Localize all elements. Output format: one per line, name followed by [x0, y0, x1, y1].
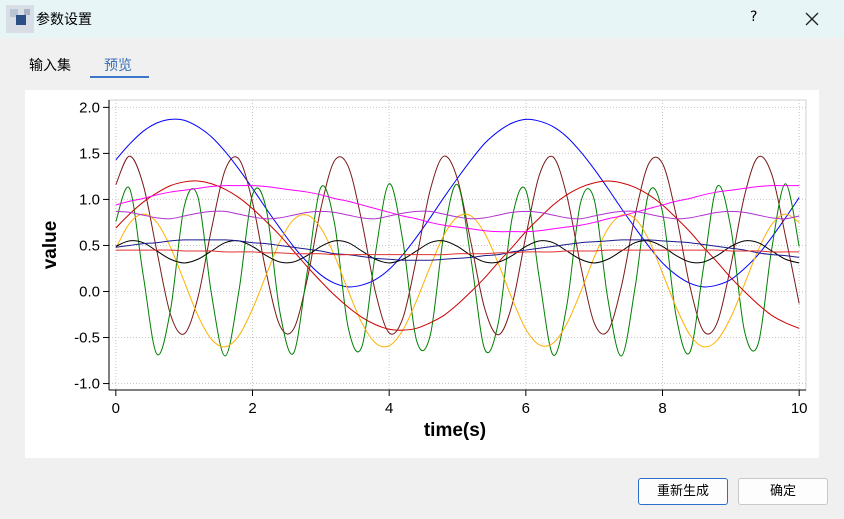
chart: 0 2 4 6 8 10 -1.0 -0.5 0.0 0.5 1.0 1.5 2.0 time(s) v… — [40, 99, 808, 441]
y-axis-label: value — [40, 221, 61, 270]
app-icon — [6, 5, 34, 33]
y-tick-label: 1.5 — [79, 145, 100, 162]
regenerate-button[interactable]: 重新生成 — [638, 478, 728, 505]
series-line — [115, 180, 800, 331]
series-line — [115, 240, 800, 264]
series-line — [115, 213, 800, 348]
y-tick-label: 2.0 — [79, 99, 100, 116]
x-tick-label: 6 — [522, 400, 530, 417]
series-line — [115, 118, 800, 288]
help-button[interactable]: ? — [750, 9, 758, 25]
x-tick-label: 4 — [385, 400, 393, 417]
close-button[interactable] — [804, 11, 820, 27]
series-line — [115, 239, 800, 261]
tab-active[interactable]: 预览 — [104, 58, 132, 74]
tab-indicator — [90, 76, 149, 78]
y-tick-label: -1.0 — [74, 376, 100, 393]
x-tick-label: 0 — [112, 400, 120, 417]
tab[interactable]: 输入集 — [29, 58, 71, 74]
series-line — [115, 249, 800, 256]
series-line — [115, 155, 800, 336]
y-tick-label: -0.5 — [74, 330, 100, 347]
title-bar: 参数设置 ? — [0, 0, 844, 38]
series-line — [115, 183, 800, 357]
window-title: 参数设置 — [36, 12, 92, 28]
ok-button[interactable]: 确定 — [738, 478, 828, 505]
x-tick-label: 8 — [658, 400, 666, 417]
y-tick-label: 0.5 — [79, 237, 100, 254]
x-tick-label: 2 — [248, 400, 256, 417]
y-tick-label: 0.0 — [79, 283, 100, 300]
series-line — [115, 210, 800, 220]
x-axis-label: time(s) — [424, 420, 486, 441]
y-tick-label: 1.0 — [79, 191, 100, 208]
chart-panel: 0 2 4 6 8 10 -1.0 -0.5 0.0 0.5 1.0 1.5 2.0 time(s) v… — [25, 90, 819, 458]
x-tick-label: 10 — [791, 400, 808, 417]
series-line — [115, 185, 800, 233]
